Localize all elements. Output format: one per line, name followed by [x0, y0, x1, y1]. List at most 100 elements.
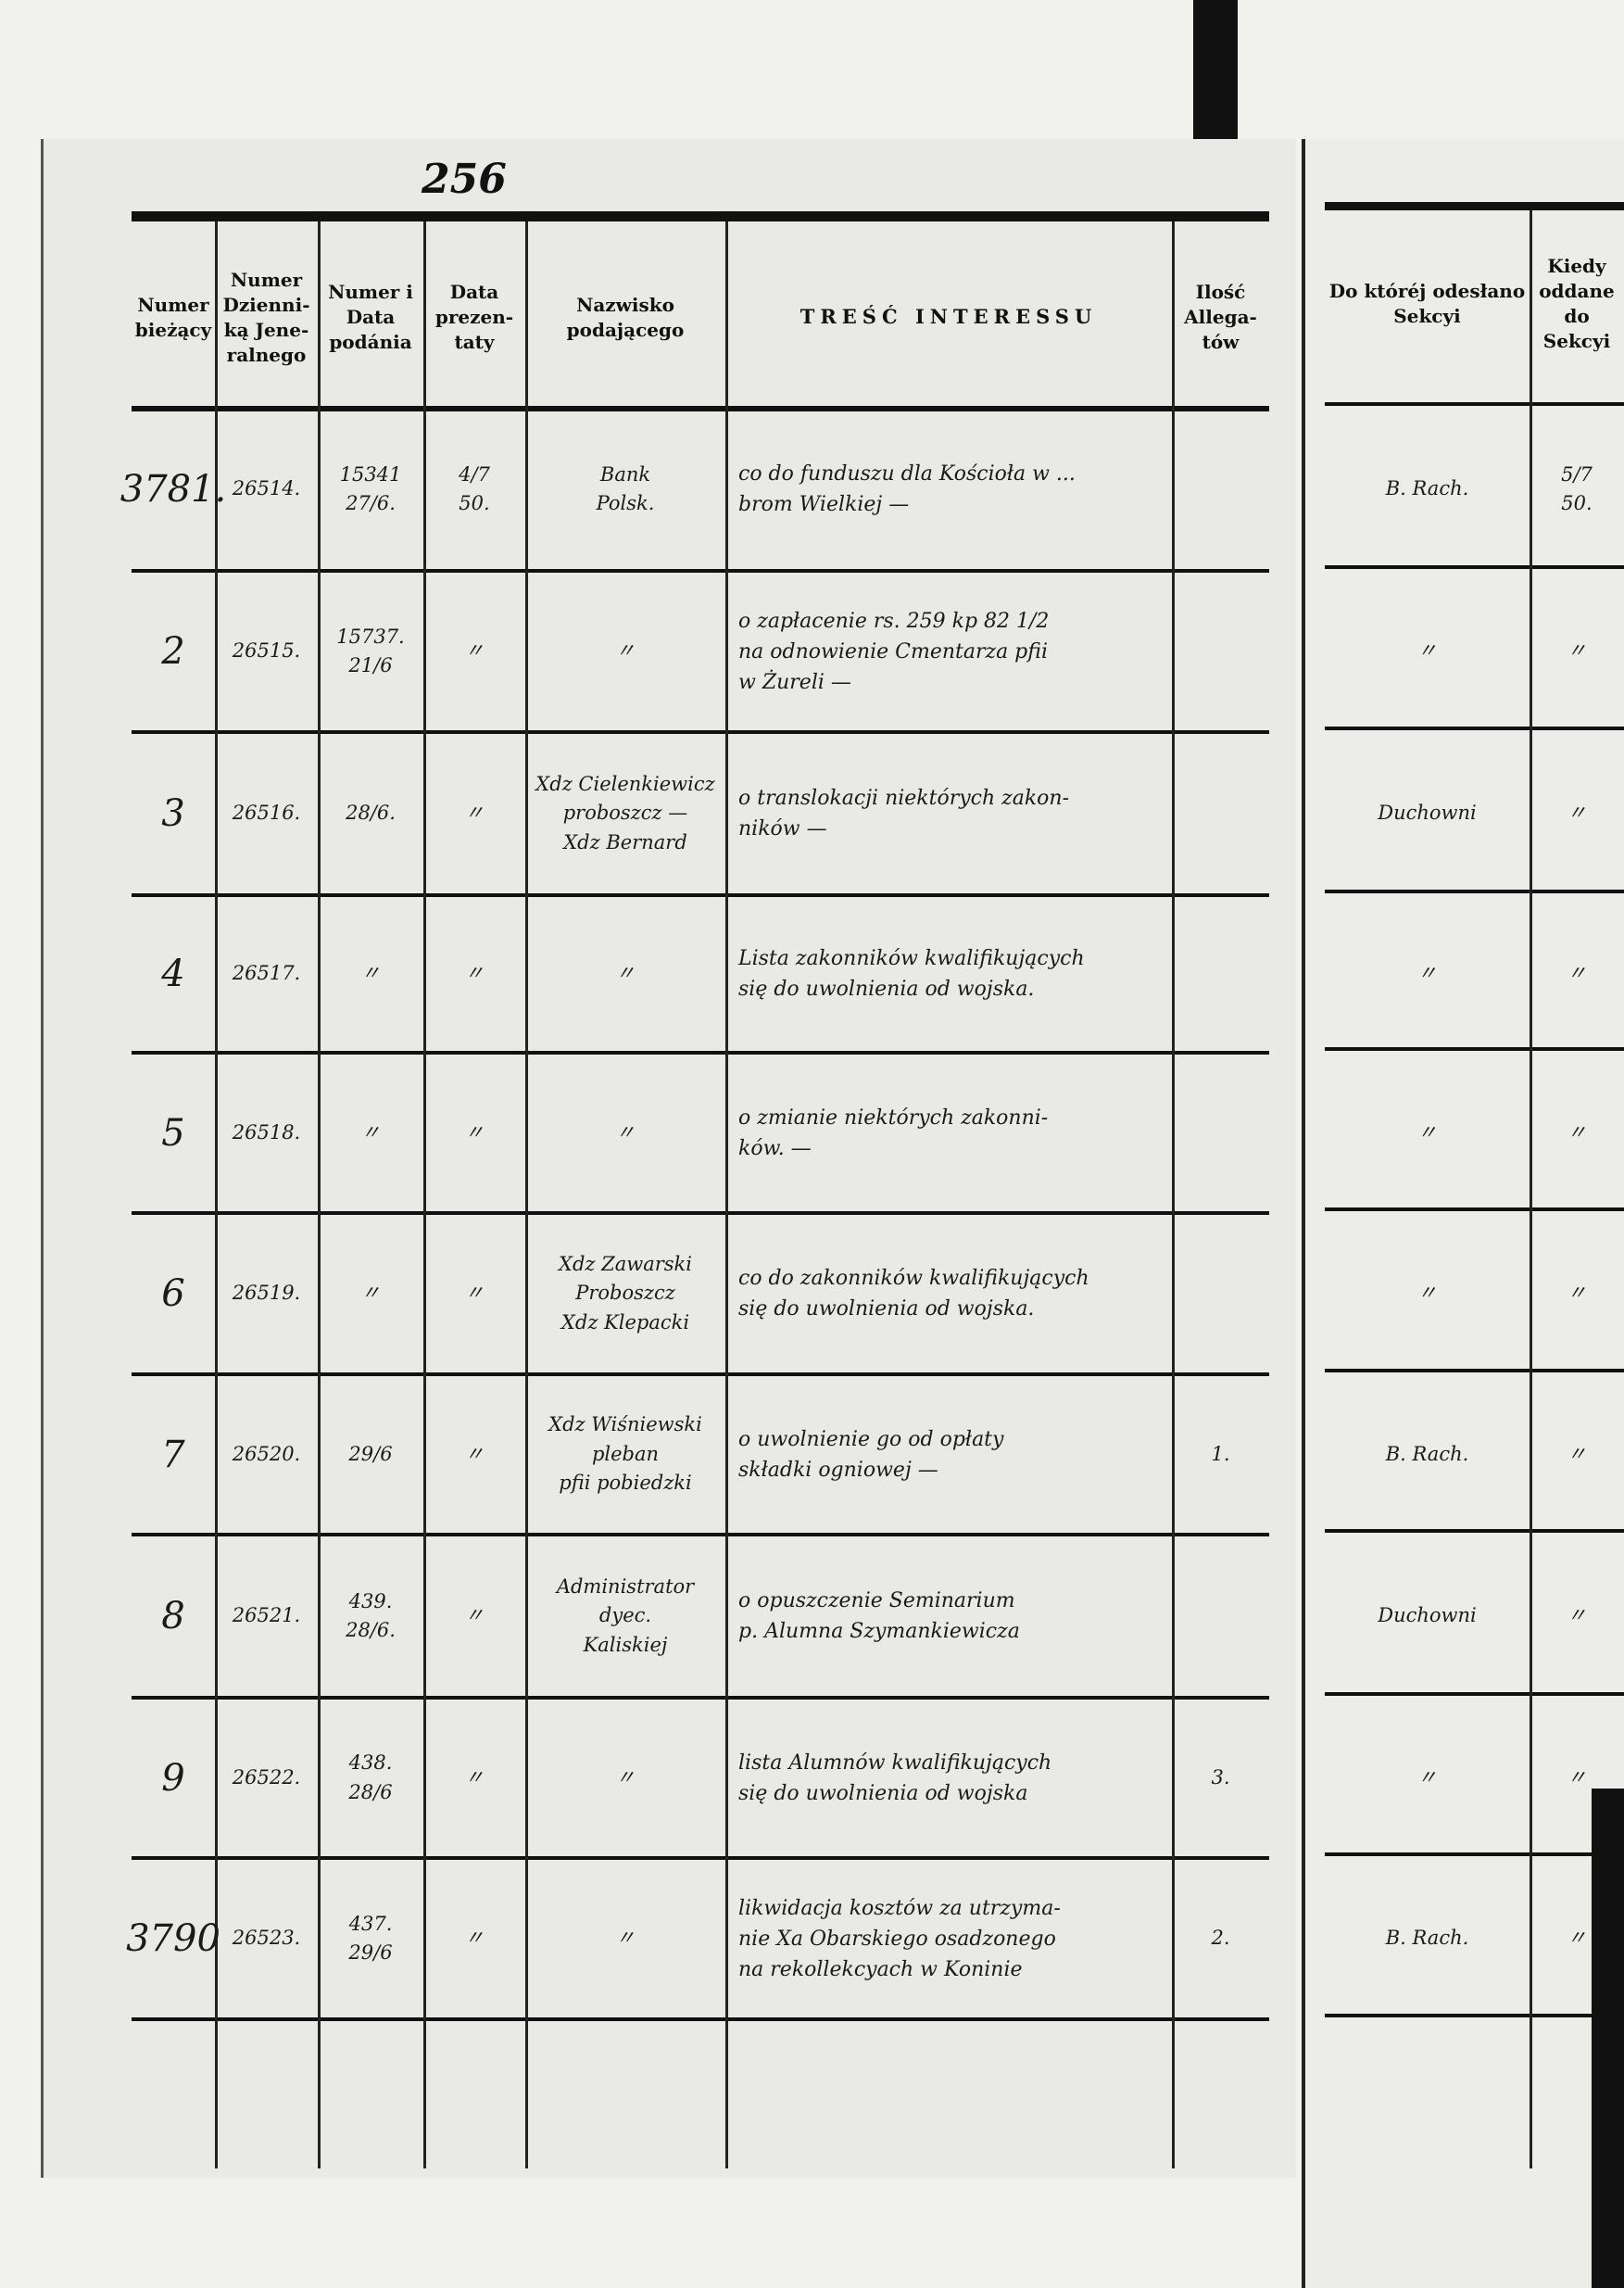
cell-kiedy: 〃 [1567, 639, 1587, 663]
cell-tresc: Lista zakonników kwalifikujących się do … [738, 947, 1085, 1001]
row-rule [132, 1696, 1269, 1700]
row-rule-right [1325, 727, 1624, 730]
cell-nazwisko: 〃 [615, 962, 636, 985]
cell-prezentata: 〃 [464, 962, 485, 985]
column-header-data-prezentaty: Data prezen-taty [434, 281, 514, 353]
cell-sekcja: 〃 [1417, 1282, 1437, 1305]
column-rule-right [1530, 210, 1532, 2168]
cell-kiedy: 〃 [1567, 1927, 1587, 1950]
cell-sekcja: B. Rach. [1385, 477, 1469, 500]
cell-numer_data: 〃 [360, 1282, 381, 1305]
column-header-nazwisko: Nazwisko podającego [566, 293, 685, 341]
register-page-left [41, 139, 1296, 2178]
cell-numer: 7 [161, 1433, 185, 1476]
cell-prezentata: 〃 [464, 1282, 485, 1305]
cell-numer: 2 [161, 630, 185, 673]
column-rule [725, 221, 728, 2168]
cell-ilosc: 1. [1211, 1442, 1230, 1465]
row-rule-right [1325, 1529, 1624, 1533]
row-rule-right [1325, 565, 1624, 569]
cell-ilosc [1172, 575, 1269, 728]
column-header-ilosc: Ilość Allega-tów [1184, 281, 1257, 353]
cell-numer: 4 [161, 953, 185, 995]
cell-ilosc [1172, 736, 1269, 891]
cell-prezentata: 4/7 50. [459, 462, 490, 515]
cell-tresc: o uwolnienie go od opłaty składki ogniow… [738, 1427, 1004, 1482]
edge-strip [1592, 1789, 1624, 2288]
cell-kiedy: 〃 [1567, 1604, 1587, 1627]
cell-numer: 6 [161, 1272, 185, 1315]
cell-numer_data: 437. 29/6 [348, 1912, 393, 1965]
column-header-numer-biezacy: Numer bieżący [134, 293, 212, 341]
cell-sekcja: 〃 [1417, 962, 1437, 985]
cell-dziennik: 26520. [232, 1442, 301, 1465]
cell-tresc: co do zakonników kwalifikujących się do … [738, 1267, 1089, 1321]
column-header-tresc: TREŚĆ INTERESSU [799, 305, 1098, 329]
row-rule [132, 569, 1269, 573]
cell-numer_data: 15341 27/6. [339, 462, 402, 515]
cell-prezentata: 〃 [464, 1120, 485, 1144]
row-rule [132, 730, 1269, 734]
cell-nazwisko: 〃 [615, 1120, 636, 1144]
cell-numer: 3 [161, 792, 185, 835]
column-rule [423, 221, 426, 2168]
cell-numer: 9 [161, 1756, 185, 1800]
cell-dziennik: 26515. [232, 639, 301, 663]
header-top-rule-right [1325, 202, 1624, 210]
cell-sekcja: 〃 [1417, 1120, 1437, 1144]
cell-ilosc [1172, 411, 1269, 567]
row-rule-right [1325, 890, 1624, 893]
cell-numer_data: 28/6. [346, 802, 396, 825]
row-rule-right [1325, 402, 1624, 406]
cell-numer_data: 〃 [360, 1120, 381, 1144]
cell-tresc: co do funduszu dla Kościoła w ... brom W… [738, 462, 1076, 516]
cell-dziennik: 26514. [232, 477, 301, 500]
cell-numer_data: 29/6 [348, 1442, 393, 1465]
cell-ilosc [1172, 899, 1269, 1049]
row-rule-right [1325, 1692, 1624, 1696]
column-rule [215, 221, 218, 2168]
row-rule-right [1325, 1047, 1624, 1051]
cell-ilosc [1172, 1217, 1269, 1371]
page-number: 256 [422, 156, 507, 203]
cell-numer: 3781. [120, 468, 227, 511]
cell-dziennik: 26519. [232, 1282, 301, 1305]
row-rule-right [1325, 1207, 1624, 1211]
header-top-rule [132, 211, 1269, 221]
row-rule [132, 1533, 1269, 1536]
cell-prezentata: 〃 [464, 639, 485, 663]
row-rule-right [1325, 1369, 1624, 1372]
cell-tresc: o opuszczenie Seminarium p. Alumna Szyma… [738, 1589, 1020, 1643]
cell-numer: 8 [161, 1595, 185, 1637]
row-rule [132, 406, 1269, 411]
cell-ilosc [1172, 1538, 1269, 1694]
cell-dziennik: 26521. [232, 1604, 301, 1627]
column-header-numer-dziennika: Numer Dzienni-ką Jene-ralnego [222, 268, 310, 366]
cell-tresc: o translokacji niektórych zakon- ników — [738, 787, 1070, 841]
row-rule-right [1325, 2014, 1624, 2017]
cell-prezentata: 〃 [464, 1604, 485, 1627]
row-rule [132, 1372, 1269, 1376]
cell-numer_data: 〃 [360, 962, 381, 985]
binding-strip [1193, 0, 1238, 139]
cell-kiedy: 〃 [1567, 1442, 1587, 1465]
cell-tresc: likwidacja kosztów za utrzyma- nie Xa Ob… [738, 1896, 1061, 1981]
cell-nazwisko: Xdz Wiśniewski pleban pfii pobiedzki [548, 1413, 702, 1495]
cell-tresc: o zmianie niektórych zakonni- ków. — [738, 1106, 1049, 1160]
column-rule [318, 221, 321, 2168]
cell-sekcja: 〃 [1417, 1765, 1437, 1789]
cell-nazwisko: 〃 [615, 1927, 636, 1950]
column-header-numer-i-data: Numer i Data podánia [328, 281, 413, 353]
cell-kiedy: 〃 [1567, 802, 1587, 825]
cell-numer: 5 [161, 1111, 185, 1155]
cell-prezentata: 〃 [464, 1765, 485, 1789]
cell-kiedy: 5/7 50. [1561, 462, 1593, 515]
cell-tresc: o zapłacenie rs. 259 kp 82 1/2 na odnowi… [738, 609, 1050, 694]
cell-kiedy: 〃 [1567, 962, 1587, 985]
cell-sekcja: Duchowni [1378, 1604, 1477, 1627]
cell-numer_data: 15737. 21/6 [336, 625, 405, 677]
column-rule [1172, 221, 1175, 2168]
cell-nazwisko: Xdz Cielenkiewicz proboszcz — Xdz Bernar… [535, 772, 715, 853]
column-header-kiedy: Kiedy oddane do Sekcyi [1539, 254, 1615, 352]
row-rule [132, 1211, 1269, 1215]
